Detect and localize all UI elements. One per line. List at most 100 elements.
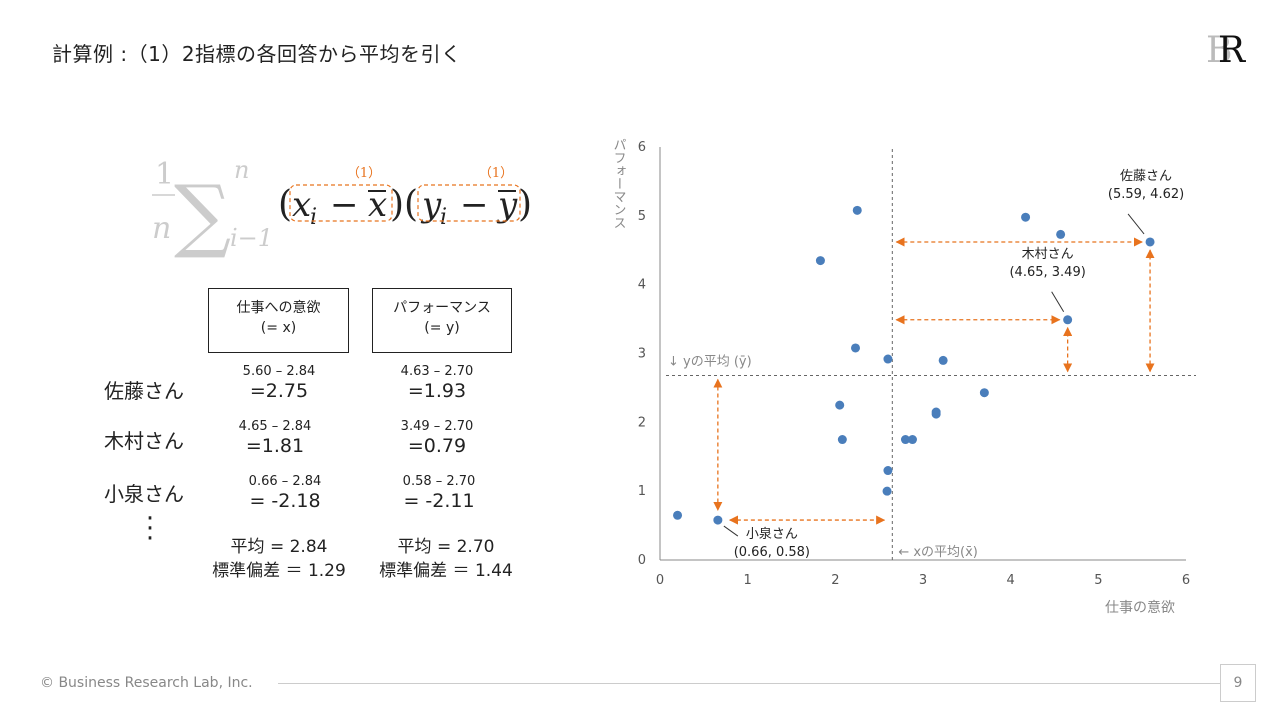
data-point bbox=[979, 388, 989, 398]
page-number: 9 bbox=[1220, 664, 1256, 702]
calc-y-sato-result: =1.93 bbox=[407, 380, 467, 402]
mean-y-label: ↓ yの平均 (ȳ) bbox=[668, 355, 752, 370]
calc-y-kimura-result: =0.79 bbox=[407, 435, 467, 457]
svg-text:): ) bbox=[518, 184, 532, 225]
data-point bbox=[852, 205, 862, 215]
y-tick-label: 5 bbox=[638, 209, 646, 224]
formula-marker-1: （1） bbox=[347, 166, 381, 181]
scatter-chart: 0 1 2 3 4 5 6 0 1 2 3 4 5 6 パフォーマンス ← xの平均(x̄) ↓ yの平均 (… bbox=[611, 138, 1196, 616]
svg-text:x: x bbox=[292, 185, 311, 225]
annotation-coords: (0.66, 0.58) bbox=[734, 545, 810, 560]
annotation-coords: (4.65, 3.49) bbox=[1009, 265, 1085, 280]
y-axis-label: パフォーマンス bbox=[611, 138, 627, 229]
svg-text:y: y bbox=[496, 185, 518, 225]
svg-text:x: x bbox=[368, 185, 387, 225]
svg-text:)(: )( bbox=[390, 184, 418, 225]
y-tick-label: 0 bbox=[638, 553, 646, 568]
calc-x-koizumi-result: = -2.18 bbox=[249, 490, 321, 512]
stats-x-sd: 標準偏差 ＝ 1.29 bbox=[212, 561, 346, 581]
footer-divider bbox=[278, 683, 1220, 684]
data-point bbox=[1056, 229, 1066, 239]
row-name-kimura: 木村さん bbox=[104, 429, 184, 453]
svg-text:i: i bbox=[310, 205, 317, 230]
y-tick-label: 2 bbox=[638, 415, 646, 430]
svg-text:R: R bbox=[1218, 30, 1246, 68]
data-point bbox=[883, 354, 893, 364]
annotation-leader bbox=[1127, 213, 1145, 235]
slide-title: 計算例 :（1）2指標の各回答から平均を引く bbox=[52, 42, 462, 66]
copyright: © Business Research Lab, Inc. bbox=[40, 675, 253, 691]
more-rows-ellipsis: · · · bbox=[145, 504, 155, 554]
header-y-label: パフォーマンス bbox=[393, 300, 491, 316]
data-point bbox=[907, 435, 917, 445]
svg-text:−: − bbox=[460, 185, 489, 225]
data-point bbox=[837, 435, 847, 445]
x-tick-label: 0 bbox=[656, 573, 664, 588]
y-tick-label: 4 bbox=[638, 278, 646, 293]
data-point bbox=[713, 515, 723, 525]
stats-y: 平均 = 2.70 標準偏差 ＝ 1.44 bbox=[366, 535, 526, 583]
x-tick-label: 5 bbox=[1094, 573, 1102, 588]
header-x-symbol: (= x) bbox=[260, 320, 297, 336]
data-point bbox=[1145, 237, 1155, 247]
calc-x-sato-expr: 5.60 – 2.84 bbox=[242, 364, 316, 379]
data-point bbox=[883, 466, 893, 476]
row-name-sato: 佐藤さん bbox=[104, 379, 184, 403]
calc-x-sato: 5.60 – 2.84 =2.75 bbox=[204, 364, 354, 402]
calc-x-koizumi-expr: 0.66 – 2.84 bbox=[248, 474, 322, 489]
data-point bbox=[938, 355, 948, 365]
covariance-formula: 1 n n ∑ i−1 ( x i − x )( y i − y ) （1） （… bbox=[152, 156, 532, 260]
calc-y-kimura-expr: 3.49 – 2.70 bbox=[400, 419, 474, 434]
calc-y-sato-expr: 4.63 – 2.70 bbox=[400, 364, 474, 379]
svg-text:n: n bbox=[152, 211, 171, 246]
data-point bbox=[882, 486, 892, 496]
calc-y-sato: 4.63 – 2.70 =1.93 bbox=[362, 364, 512, 402]
annotation-leader bbox=[1051, 291, 1065, 313]
x-tick-label: 1 bbox=[744, 573, 752, 588]
data-point bbox=[815, 256, 825, 266]
calc-y-koizumi-result: = -2.11 bbox=[403, 490, 475, 512]
svg-text:∑: ∑ bbox=[174, 168, 231, 260]
header-x-label: 仕事への意欲 bbox=[236, 300, 321, 316]
svg-text:i: i bbox=[440, 205, 447, 230]
calc-x-sato-result: =2.75 bbox=[249, 380, 309, 402]
y-tick-label: 1 bbox=[638, 484, 646, 499]
calc-x-koizumi: 0.66 – 2.84 = -2.18 bbox=[210, 474, 360, 512]
header-y: パフォーマンス (= y) bbox=[372, 288, 512, 353]
annotation-name: 佐藤さん bbox=[1120, 169, 1172, 184]
x-tick-label: 2 bbox=[831, 573, 839, 588]
annotation-name: 小泉さん bbox=[746, 526, 798, 542]
data-point bbox=[673, 510, 683, 520]
x-axis-label: 仕事の意欲 bbox=[1105, 599, 1175, 616]
svg-text:i−1: i−1 bbox=[230, 224, 273, 252]
svg-text:B: B bbox=[1206, 30, 1232, 68]
stats-x-mean: 平均 = 2.84 bbox=[230, 537, 328, 557]
formula-marker-2: （1） bbox=[479, 166, 513, 181]
data-point bbox=[850, 343, 860, 353]
data-point bbox=[835, 400, 845, 410]
calc-y-koizumi-expr: 0.58 – 2.70 bbox=[402, 474, 476, 489]
annotation-name: 木村さん bbox=[1022, 247, 1074, 262]
calc-x-kimura-result: =1.81 bbox=[245, 435, 305, 457]
svg-text:(: ( bbox=[278, 184, 292, 225]
svg-text:1: 1 bbox=[155, 157, 174, 192]
svg-text:y: y bbox=[420, 185, 442, 225]
svg-text:n: n bbox=[234, 156, 249, 184]
calc-y-koizumi: 0.58 – 2.70 = -2.11 bbox=[364, 474, 514, 512]
calc-x-kimura-expr: 4.65 – 2.84 bbox=[238, 419, 312, 434]
annotation-leader bbox=[723, 525, 739, 537]
row-name-koizumi: 小泉さん bbox=[104, 482, 184, 506]
company-logo: B R bbox=[1206, 30, 1246, 68]
stats-y-mean: 平均 = 2.70 bbox=[397, 537, 495, 557]
data-point bbox=[900, 435, 910, 445]
stats-y-sd: 標準偏差 ＝ 1.44 bbox=[379, 561, 513, 581]
data-point bbox=[931, 407, 941, 417]
y-tick-label: 6 bbox=[638, 140, 646, 155]
calc-x-kimura: 4.65 – 2.84 =1.81 bbox=[200, 419, 350, 457]
stats-x: 平均 = 2.84 標準偏差 ＝ 1.29 bbox=[199, 535, 359, 583]
x-tick-label: 4 bbox=[1007, 573, 1015, 588]
data-point bbox=[1021, 212, 1031, 222]
svg-text:−: − bbox=[330, 185, 359, 225]
annotation-coords: (5.59, 4.62) bbox=[1108, 187, 1184, 202]
x-tick-label: 3 bbox=[919, 573, 927, 588]
